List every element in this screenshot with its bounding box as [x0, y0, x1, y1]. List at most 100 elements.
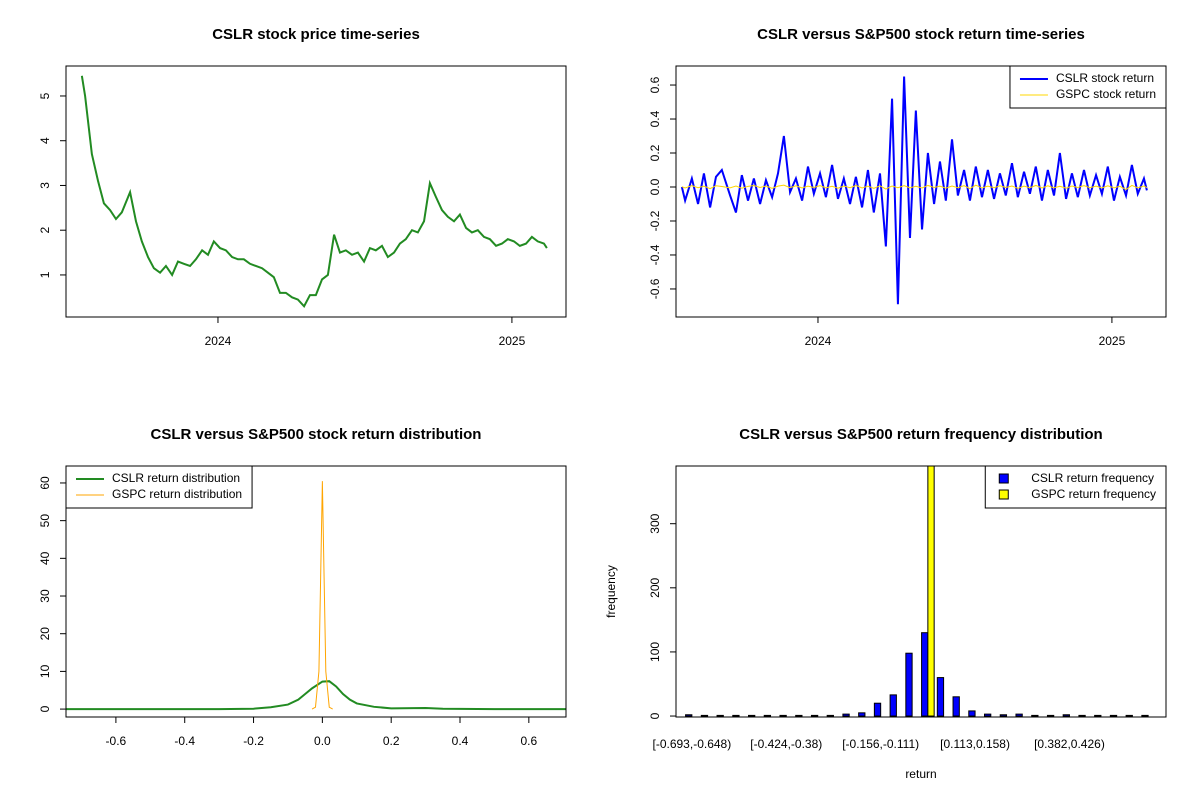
- legend-frame: [65, 465, 253, 509]
- bar: [826, 714, 834, 717]
- chart-title: CSLR versus S&P500 stock return distribu…: [151, 426, 482, 443]
- chart-title: CSLR versus S&P500 stock return time-ser…: [757, 26, 1085, 43]
- bar: [842, 713, 850, 717]
- y-tick-label: 1: [38, 271, 52, 278]
- plot-area: [685, 466, 1149, 717]
- bar: [1031, 714, 1039, 717]
- x-tick-label: -0.2: [243, 734, 264, 748]
- y-tick-label: 0.0: [648, 178, 662, 195]
- bar: [927, 466, 935, 717]
- bar: [763, 714, 772, 717]
- series-line: [66, 680, 566, 711]
- legend-label: GSPC stock return: [1056, 87, 1156, 101]
- bar: [858, 712, 866, 717]
- y-tick-label: 20: [38, 627, 52, 641]
- legend-label: CSLR return distribution: [112, 471, 240, 485]
- plot-area: [680, 76, 1148, 305]
- x-tick-label: -0.6: [106, 734, 127, 748]
- y-tick-label: 2: [38, 227, 52, 234]
- series-line: [680, 76, 1148, 305]
- x-axis-label: return: [905, 767, 936, 781]
- bar: [921, 632, 929, 717]
- y-tick-label: 50: [38, 514, 52, 528]
- bar: [732, 714, 740, 717]
- bar: [968, 710, 976, 717]
- y-tick-label: 3: [38, 182, 52, 189]
- chart-title: CSLR stock price time-series: [212, 26, 420, 43]
- x-tick-label: [0.382,0.426): [1034, 737, 1105, 751]
- x-tick-label: 0.4: [452, 734, 469, 748]
- y-tick-label: 60: [38, 476, 52, 490]
- bar: [748, 714, 756, 717]
- x-tick-label: -0.4: [174, 734, 195, 748]
- y-tick-label: 0: [648, 712, 662, 719]
- x-tick-label: 0.2: [383, 734, 400, 748]
- legend-frame: [984, 465, 1167, 509]
- x-tick-label: 0.0: [314, 734, 331, 748]
- bar: [716, 714, 724, 717]
- y-tick-label: 0.4: [648, 110, 662, 127]
- bar: [905, 652, 913, 717]
- bar: [1125, 714, 1133, 717]
- y-tick-label: 40: [38, 551, 52, 565]
- bar: [810, 714, 819, 717]
- bar: [779, 714, 787, 717]
- y-tick-label: 10: [38, 664, 52, 678]
- chart-title: CSLR versus S&P500 return frequency dist…: [739, 426, 1102, 443]
- y-tick-label: -0.4: [648, 244, 662, 265]
- bar: [936, 677, 945, 717]
- bar: [952, 696, 960, 717]
- plot-area: [80, 75, 548, 308]
- legend: CSLR return frequency GSPC return frequen…: [984, 465, 1167, 509]
- bar: [999, 714, 1008, 717]
- y-tick-label: 0: [38, 705, 52, 712]
- bar: [873, 702, 882, 717]
- x-tick-label: 2025: [1099, 334, 1126, 348]
- legend: CSLR stock return GSPC stock return: [1009, 65, 1167, 109]
- bar: [700, 714, 709, 717]
- y-tick-label: 4: [38, 137, 52, 144]
- x-tick-label: 2024: [205, 334, 232, 348]
- legend: CSLR return distribution GSPC return dist…: [65, 465, 253, 509]
- y-tick-label: -0.6: [648, 278, 662, 299]
- x-tick-label: 0.6: [520, 734, 537, 748]
- y-tick-label: 300: [648, 513, 662, 533]
- y-tick-label: 100: [648, 642, 662, 662]
- bar: [1109, 714, 1118, 717]
- x-tick-label: [-0.424,-0.38): [750, 737, 822, 751]
- bar: [1141, 714, 1149, 717]
- bar: [889, 694, 897, 717]
- bar: [1078, 714, 1086, 717]
- bar: [1015, 713, 1023, 717]
- y-tick-label: -0.2: [648, 210, 662, 231]
- series-line: [80, 75, 548, 308]
- x-tick-label: [-0.156,-0.111): [842, 737, 919, 751]
- bar: [685, 714, 693, 717]
- x-tick-label: 2024: [805, 334, 832, 348]
- x-tick-label: [-0.693,-0.648): [653, 737, 732, 751]
- legend-swatch: [998, 489, 1009, 500]
- y-tick-label: 30: [38, 589, 52, 603]
- legend-frame: [1009, 65, 1167, 109]
- y-tick-label: 0.6: [648, 76, 662, 93]
- legend-label: CSLR return frequency: [1031, 471, 1154, 485]
- series-line: [681, 184, 1148, 191]
- bar: [795, 714, 803, 717]
- bar: [1094, 714, 1102, 717]
- bar: [984, 713, 992, 717]
- y-tick-label: 5: [38, 92, 52, 99]
- legend-swatch: [998, 473, 1009, 484]
- y-axis-label: frequency: [604, 565, 618, 618]
- x-tick-label: 2025: [499, 334, 526, 348]
- legend-label: GSPC return frequency: [1031, 487, 1156, 501]
- bar: [1046, 714, 1055, 717]
- plot-area: [66, 481, 566, 711]
- plot-frame: [65, 65, 567, 318]
- legend-label: GSPC return distribution: [112, 487, 242, 501]
- plot-frame: [675, 465, 1167, 718]
- series-line: [311, 481, 333, 710]
- plot-frame: [65, 465, 567, 718]
- y-tick-label: 200: [648, 577, 662, 597]
